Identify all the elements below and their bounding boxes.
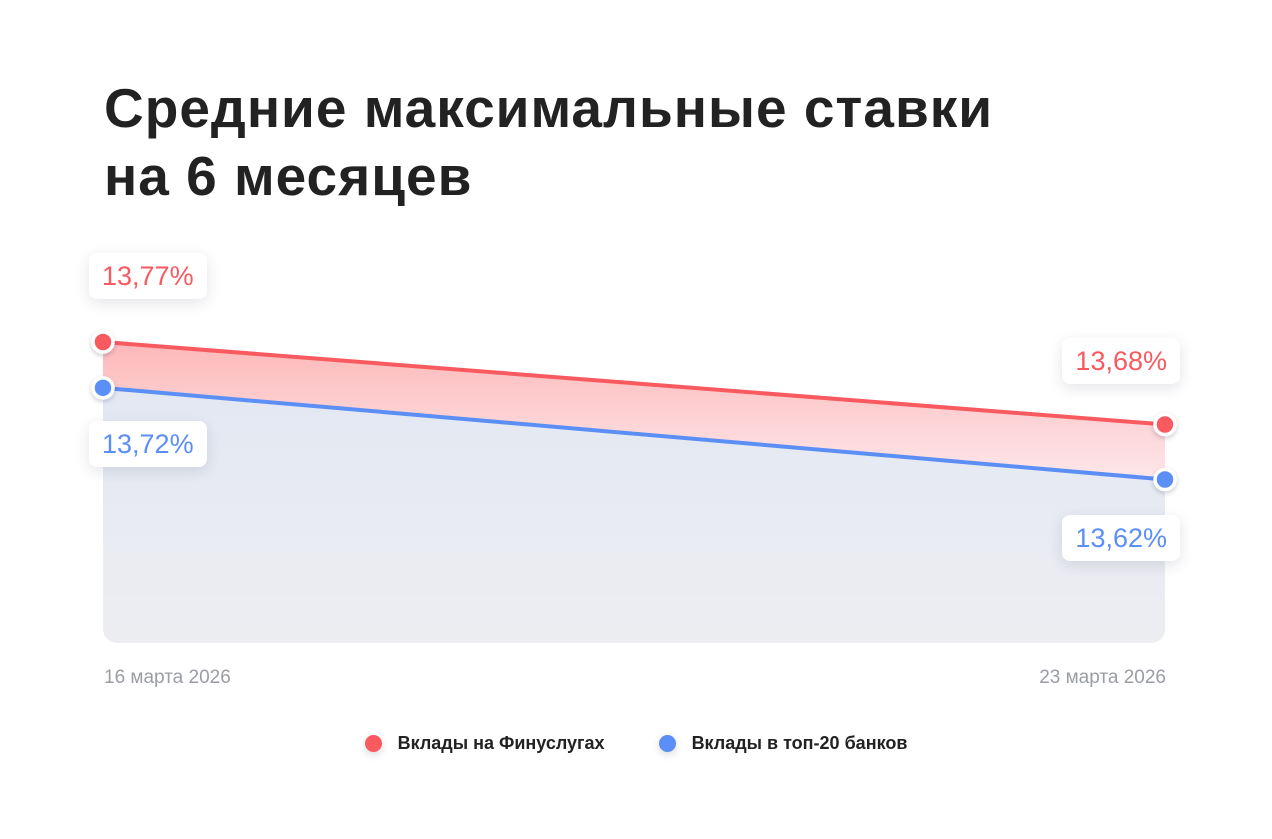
legend-item-top20: Вклады в топ-20 банков <box>658 733 908 754</box>
data-label-finuslugi-start: 13,77% <box>89 253 207 299</box>
chart-legend: Вклады на Финуслугах Вклады в топ-20 бан… <box>0 733 1272 754</box>
area-fills <box>103 342 1165 643</box>
line-finuslugi <box>101 340 1167 427</box>
area-fill-finuslugi <box>103 342 1165 480</box>
point-top20-start <box>91 376 115 400</box>
legend-label-finuslugi: Вклады на Финуслугах <box>397 733 605 753</box>
chart-title-line-1: Средние максимальные ставки <box>104 77 994 139</box>
legend-label-top20: Вклады в топ-20 банков <box>691 733 908 753</box>
data-label-top20-end: 13,62% <box>1062 514 1180 561</box>
line-top20 <box>101 385 1167 482</box>
legend-item-finuslugi: Вклады на Финуслугах <box>364 733 605 754</box>
point-finuslugi-end <box>1153 412 1177 437</box>
legend-marker-finuslugi <box>364 735 382 752</box>
chart-title: Средние максимальные ставки на 6 месяцев <box>104 74 1184 210</box>
chart-title-line-2: на 6 месяцев <box>104 145 473 207</box>
point-finuslugi-start <box>91 330 115 354</box>
x-tick-label-start: 16 марта 2026 <box>104 667 231 688</box>
x-tick-label-end: 23 марта 2026 <box>1039 667 1166 688</box>
point-top20-end <box>1153 467 1177 492</box>
legend-marker-top20 <box>658 735 676 752</box>
data-label-top20-start: 13,72% <box>89 420 207 467</box>
data-label-finuslugi-end: 13,68% <box>1062 337 1180 384</box>
